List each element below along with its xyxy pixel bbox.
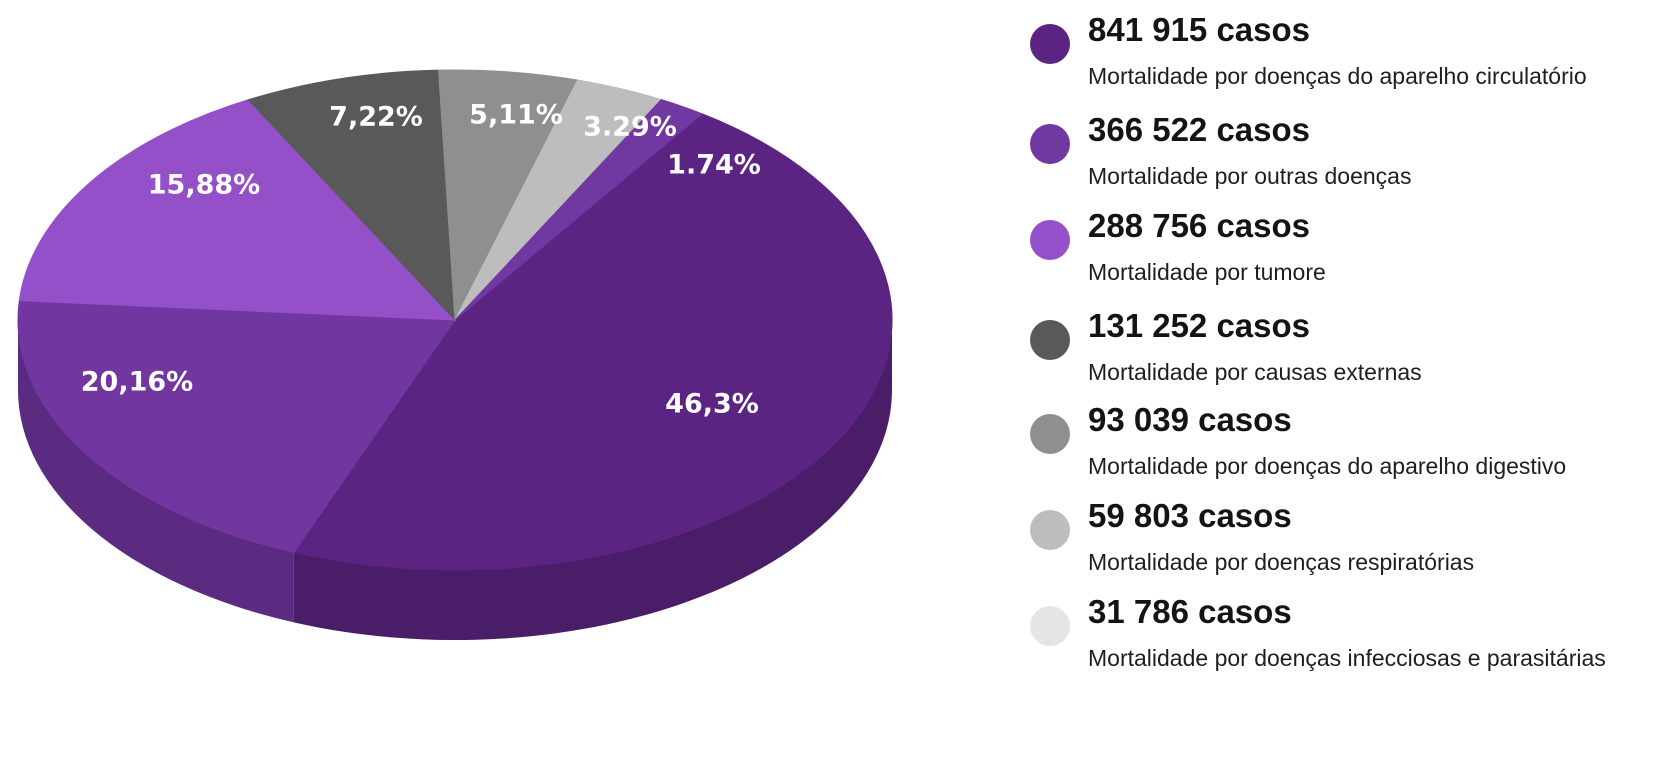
pie-labels-layer: 46,3% 20,16% 15,88% 7,22% 5,11% 3.29% 1.74% [81,100,761,420]
legend-color-dot [1030,124,1070,164]
legend-description: Mortalidade por causas externas [1088,359,1422,385]
legend-cases: 31 786 casos [1088,593,1292,630]
pie-slice-label: 46,3% [665,389,759,420]
pie-slice-label: 7,22% [329,102,423,133]
pie-slice [247,69,456,322]
legend-cases: 93 039 casos [1088,401,1292,438]
legend-cases: 59 803 casos [1088,497,1292,534]
pie-slice [17,300,456,553]
pie-chart-svg: 46,3% 20,16% 15,88% 7,22% 5,11% 3.29% 1.74% [17,69,893,640]
pie-depth-layer [18,320,892,640]
legend-color-dot [1030,220,1070,260]
pie-slice-label: 3.29% [583,112,677,143]
legend-item: 131 252 casos Mortalidade por causas exte… [1030,306,1666,406]
legend-item: 31 786 casos Mortalidade por doenças infe… [1030,592,1666,692]
pie-slice-label: 5,11% [469,100,563,131]
legend-item: 93 039 casos Mortalidade por doenças do a… [1030,400,1666,500]
legend-description: Mortalidade por doenças respiratórias [1088,549,1475,575]
legend-description: Mortalidade por doenças infecciosas e pa… [1088,645,1606,671]
pie-slice-side [293,320,892,640]
legend-item: 59 803 casos Mortalidade por doenças resp… [1030,496,1666,596]
pie-top-layer [17,69,893,571]
legend-item: 366 522 casos Mortalidade por outras doen… [1030,110,1666,210]
pie-chart: 46,3% 20,16% 15,88% 7,22% 5,11% 3.29% 1.74% [17,69,893,640]
legend-cases: 288 756 casos [1088,207,1311,244]
legend-description: Mortalidade por doenças do aparelho circ… [1088,63,1587,89]
pie-slice-label: 20,16% [81,367,193,398]
legend-cases: 131 252 casos [1088,307,1311,344]
pie-slice-side [18,320,294,623]
legend-item: 841 915 casos Mortalidade por doenças do … [1030,10,1666,110]
pie-slice-label: 1.74% [667,150,761,181]
pie-slice [18,99,457,321]
legend-color-dot [1030,24,1070,64]
legend-cases: 841 915 casos [1088,11,1311,48]
pie-slice [293,113,893,571]
legend-description: Mortalidade por doenças do aparelho dige… [1088,453,1567,479]
pie-slice [454,99,704,321]
legend-color-dot [1030,606,1070,646]
legend-description: Mortalidade por outras doenças [1088,163,1412,189]
legend-item: 288 756 casos Mortalidade por tumore [1030,206,1666,306]
legend-cases: 366 522 casos [1088,111,1311,148]
legend-color-dot [1030,320,1070,360]
pie-slice [437,69,579,322]
legend-color-dot [1030,510,1070,550]
legend-description: Mortalidade por tumore [1088,259,1326,285]
pie-slice-label: 15,88% [148,170,260,201]
legend-color-dot [1030,414,1070,454]
